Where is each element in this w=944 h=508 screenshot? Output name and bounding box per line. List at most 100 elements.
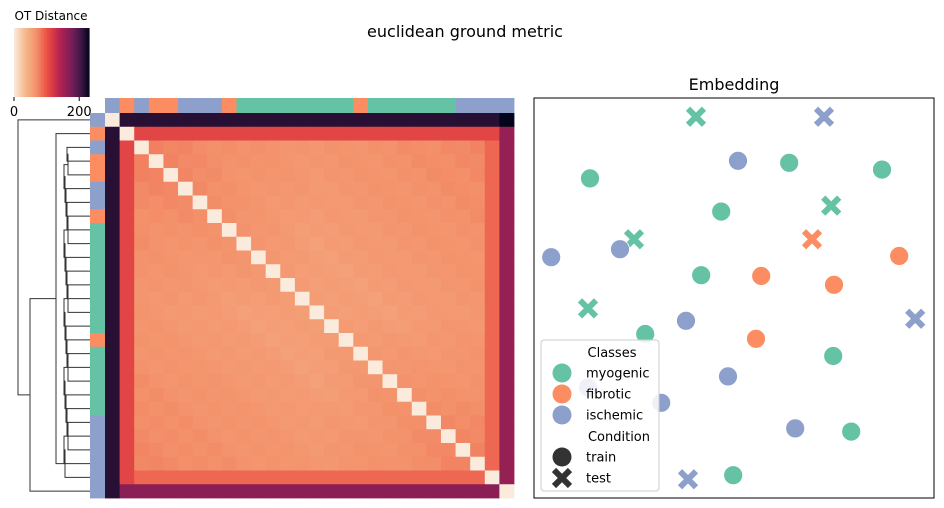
heatmap-cell	[324, 305, 340, 320]
heatmap-cell	[455, 181, 471, 196]
heatmap-cell	[265, 140, 281, 155]
heatmap-cell	[163, 168, 179, 183]
colorbar-cell	[33, 28, 36, 97]
heatmap-cell	[119, 401, 135, 416]
heatmap-cell	[470, 223, 486, 238]
heatmap-cell	[411, 415, 427, 430]
heatmap-cell	[367, 346, 383, 361]
heatmap-cell	[134, 209, 150, 224]
heatmap-cell	[426, 195, 442, 210]
heatmap-cell	[148, 388, 164, 403]
heatmap-cell	[324, 154, 340, 169]
heatmap-cell	[119, 291, 135, 306]
heatmap-cell	[484, 401, 500, 416]
heatmap-cell	[353, 250, 369, 265]
heatmap-cell	[148, 333, 164, 348]
heatmap-cell	[324, 223, 340, 238]
heatmap-cell	[367, 126, 383, 141]
heatmap-cell	[484, 264, 500, 279]
heatmap-cell	[119, 443, 135, 458]
heatmap-cell	[105, 443, 121, 458]
heatmap-cell	[367, 181, 383, 196]
heatmap-cell	[119, 388, 135, 403]
heatmap-cell	[236, 140, 252, 155]
heatmap-cell	[440, 113, 456, 128]
heatmap-cell	[192, 236, 208, 251]
heatmap-cell	[251, 195, 267, 210]
heatmap-cell	[105, 236, 121, 251]
heatmap-cell	[163, 456, 179, 471]
heatmap-cell	[309, 374, 325, 389]
heatmap-cell	[163, 388, 179, 403]
heatmap-cell	[294, 168, 310, 183]
heatmap-cell	[499, 291, 515, 306]
heatmap-cell	[148, 195, 164, 210]
column-color-cell	[353, 98, 369, 113]
heatmap-cell	[105, 278, 121, 293]
heatmap-cell	[148, 264, 164, 279]
heatmap-cell	[353, 360, 369, 375]
heatmap-cell	[455, 346, 471, 361]
heatmap-cell	[499, 305, 515, 320]
heatmap-cell	[251, 374, 267, 389]
heatmap-cell	[221, 140, 237, 155]
heatmap-cell	[221, 264, 237, 279]
heatmap-cell	[265, 443, 281, 458]
heatmap-cell	[178, 374, 194, 389]
heatmap-cell	[119, 319, 135, 334]
heatmap-cell	[309, 470, 325, 485]
heatmap-cell	[338, 126, 354, 141]
dendrogram-link	[66, 146, 90, 162]
heatmap-cell	[382, 470, 398, 485]
heatmap-cell	[192, 126, 208, 141]
heatmap-cell	[178, 209, 194, 224]
heatmap-cell	[105, 181, 121, 196]
heatmap-cell	[134, 264, 150, 279]
heatmap-cell	[324, 181, 340, 196]
heatmap-cell	[178, 305, 194, 320]
heatmap-cell	[397, 429, 413, 444]
heatmap-cell	[280, 223, 296, 238]
heatmap-cell	[221, 319, 237, 334]
heatmap-cell	[163, 264, 179, 279]
heatmap-cell	[105, 401, 121, 416]
row-color-cell	[90, 195, 105, 210]
heatmap-cell	[411, 401, 427, 416]
heatmap-cell	[440, 401, 456, 416]
heatmap-cell	[105, 470, 121, 485]
heatmap-cell	[499, 264, 515, 279]
heatmap-cell	[382, 168, 398, 183]
heatmap-cell	[499, 236, 515, 251]
heatmap-cell	[382, 456, 398, 471]
heatmap-cell	[163, 250, 179, 265]
heatmap-cell	[484, 126, 500, 141]
heatmap-cell	[455, 154, 471, 169]
heatmap-cell	[294, 470, 310, 485]
column-color-cell	[309, 98, 325, 113]
heatmap-cell	[207, 374, 223, 389]
heatmap-cell	[207, 209, 223, 224]
heatmap-cell	[221, 250, 237, 265]
heatmap-cell	[411, 126, 427, 141]
heatmap-cell	[294, 401, 310, 416]
heatmap-cell	[207, 401, 223, 416]
heatmap-cell	[324, 333, 340, 348]
heatmap-cell	[236, 360, 252, 375]
heatmap-cell	[221, 401, 237, 416]
heatmap-cell	[280, 264, 296, 279]
colorbar-cell	[83, 28, 86, 97]
heatmap-cell	[484, 374, 500, 389]
colorbar-ticks: 0 200	[10, 97, 92, 120]
row-color-cell	[90, 401, 105, 416]
heatmap-cell	[455, 264, 471, 279]
legend-marker-test	[551, 467, 573, 489]
heatmap-cell	[236, 415, 252, 430]
embedding-title: Embedding	[689, 75, 780, 94]
heatmap-cell	[236, 319, 252, 334]
heatmap-cell	[309, 209, 325, 224]
heatmap-cell	[440, 278, 456, 293]
colorbar-cell	[21, 28, 24, 97]
heatmap-cell	[353, 415, 369, 430]
heatmap-cell	[324, 401, 340, 416]
